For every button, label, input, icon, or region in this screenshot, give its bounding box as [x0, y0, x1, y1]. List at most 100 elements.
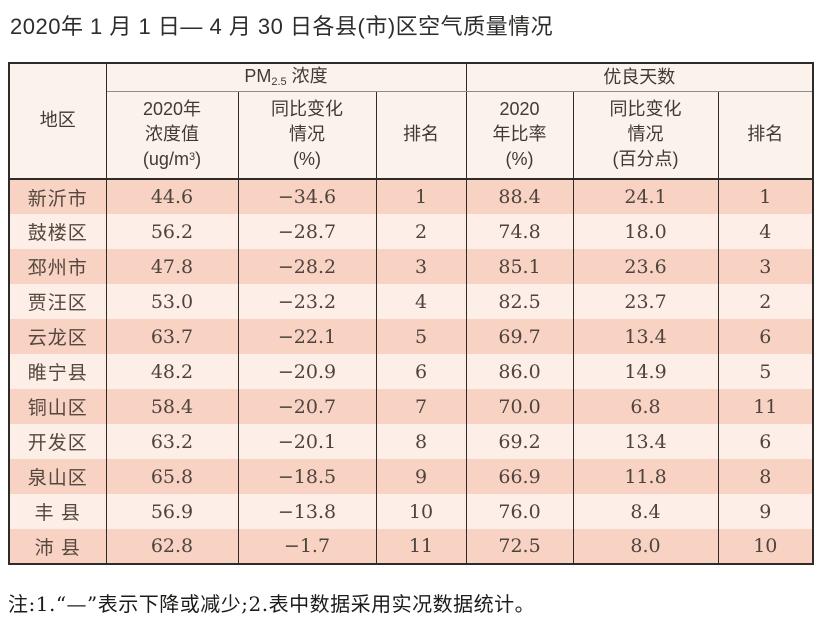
header-pm25-group: PM2.5 浓度 — [105, 63, 467, 92]
days-rank-cell: 2 — [717, 284, 814, 319]
unit-prefix: (ug/m — [142, 149, 189, 170]
header-group-row: 地区 PM2.5 浓度 优良天数 — [8, 63, 814, 179]
table-row: 新沂市 44.6 −34.6 1 88.4 24.1 1 — [8, 179, 814, 214]
region-cell: 丰 县 — [8, 494, 107, 529]
air-quality-table: 地区 PM2.5 浓度 优良天数 2020年 浓度值 (ug/m3) 同比变化 … — [8, 62, 815, 565]
header-region: 地区 — [8, 63, 107, 179]
pm-rank-cell: 11 — [375, 529, 467, 564]
days-rank-cell: 8 — [717, 459, 814, 494]
page-title: 2020年 1 月 1 日— 4 月 30 日各县(市)区空气质量情况 — [10, 14, 554, 39]
pm-concentration-cell: 47.8 — [105, 249, 239, 284]
header-pm-concentration: 2020年 浓度值 (ug/m3) — [105, 91, 239, 179]
days-ratio-cell: 69.7 — [465, 319, 574, 354]
days-ratio-cell: 72.5 — [465, 529, 574, 564]
header-line: (%) — [505, 149, 534, 170]
days-ratio-cell: 85.1 — [465, 249, 574, 284]
table-row: 邳州市 47.8 −28.2 3 85.1 23.6 3 — [8, 249, 814, 284]
days-yoy-cell: 24.1 — [572, 179, 719, 214]
pm-yoy-cell: −20.9 — [237, 354, 377, 389]
pm-concentration-cell: 62.8 — [105, 529, 239, 564]
days-ratio-cell: 74.8 — [465, 214, 574, 249]
days-rank-cell: 9 — [717, 494, 814, 529]
days-ratio-cell: 69.2 — [465, 424, 574, 459]
header-line: (ug/m3) — [107, 147, 238, 172]
unit-superscript: 3 — [188, 151, 196, 164]
region-cell: 泉山区 — [8, 459, 107, 494]
header-good-days-group: 优良天数 — [465, 63, 814, 92]
table-row: 云龙区 63.7 −22.1 5 69.7 13.4 6 — [8, 319, 814, 354]
region-cell: 贾汪区 — [8, 284, 107, 319]
header-line: (百分点) — [612, 149, 679, 170]
days-ratio-cell: 70.0 — [465, 389, 574, 424]
pm-rank-cell: 3 — [375, 249, 467, 284]
pm-rank-cell: 9 — [375, 459, 467, 494]
days-ratio-cell: 88.4 — [465, 179, 574, 214]
days-yoy-cell: 18.0 — [572, 214, 719, 249]
days-rank-cell: 11 — [717, 389, 814, 424]
pm-rank-cell: 1 — [375, 179, 467, 214]
pm-yoy-cell: −18.5 — [237, 459, 377, 494]
table-row: 开发区 63.2 −20.1 8 69.2 13.4 6 — [8, 424, 814, 459]
pm-label-subscript: 2.5 — [271, 76, 287, 89]
header-days-rank: 排名 — [717, 91, 814, 179]
days-rank-cell: 1 — [717, 179, 814, 214]
header-sub-row: 2020年 浓度值 (ug/m3) 同比变化 情况 (%) 排名 2020 年比… — [9, 91, 814, 179]
pm-rank-cell: 10 — [375, 494, 467, 529]
unit-suffix: ) — [195, 149, 202, 170]
pm-concentration-cell: 53.0 — [105, 284, 239, 319]
days-yoy-cell: 6.8 — [572, 389, 719, 424]
pm-concentration-cell: 63.2 — [105, 424, 239, 459]
days-ratio-cell: 66.9 — [465, 459, 574, 494]
table-row: 鼓楼区 56.2 −28.7 2 74.8 18.0 4 — [8, 214, 814, 249]
header-line: (%) — [293, 149, 321, 170]
region-cell: 开发区 — [8, 424, 107, 459]
pm-concentration-cell: 44.6 — [105, 179, 239, 214]
header-line: 同比变化 — [271, 98, 343, 119]
pm-yoy-cell: −34.6 — [237, 179, 377, 214]
pm-yoy-cell: −20.7 — [237, 389, 377, 424]
days-ratio-cell: 76.0 — [465, 494, 574, 529]
pm-yoy-cell: −28.7 — [237, 214, 377, 249]
pm-concentration-cell: 63.7 — [105, 319, 239, 354]
region-cell: 铜山区 — [8, 389, 107, 424]
pm-rank-cell: 6 — [375, 354, 467, 389]
days-rank-cell: 6 — [717, 319, 814, 354]
header-line: 同比变化 — [609, 98, 682, 119]
header-days-yoy-change: 同比变化 情况 (百分点) — [572, 91, 719, 179]
pm-yoy-cell: −28.2 — [237, 249, 377, 284]
region-cell: 邳州市 — [8, 249, 107, 284]
header-days-ratio: 2020 年比率 (%) — [465, 91, 574, 179]
region-cell: 鼓楼区 — [8, 214, 107, 249]
header-line: 浓度值 — [145, 124, 199, 145]
days-yoy-cell: 8.4 — [572, 494, 719, 529]
days-yoy-cell: 11.8 — [572, 459, 719, 494]
days-rank-cell: 5 — [717, 354, 814, 389]
table-body: 新沂市 44.6 −34.6 1 88.4 24.1 1 鼓楼区 56.2 −2… — [8, 179, 814, 564]
header-pm-yoy-change: 同比变化 情况 (%) — [237, 91, 377, 179]
header-line: 2020年 — [142, 98, 202, 119]
region-cell: 睢宁县 — [8, 354, 107, 389]
pm-concentration-cell: 48.2 — [105, 354, 239, 389]
pm-rank-cell: 8 — [375, 424, 467, 459]
table-row: 铜山区 58.4 −20.7 7 70.0 6.8 11 — [8, 389, 814, 424]
table-row: 贾汪区 53.0 −23.2 4 82.5 23.7 2 — [8, 284, 814, 319]
region-cell: 沛 县 — [8, 529, 107, 564]
pm-concentration-cell: 56.9 — [105, 494, 239, 529]
days-rank-cell: 4 — [717, 214, 814, 249]
pm-concentration-cell: 65.8 — [105, 459, 239, 494]
header-line: 2020 — [499, 98, 540, 119]
footnote: 注:1.“—”表示下降或减少;2.表中数据采用实况数据统计。 — [8, 592, 536, 616]
pm-label-suffix: 浓度 — [286, 66, 328, 87]
days-rank-cell: 6 — [717, 424, 814, 459]
days-yoy-cell: 23.7 — [572, 284, 719, 319]
days-yoy-cell: 8.0 — [572, 529, 719, 564]
table-row: 睢宁县 48.2 −20.9 6 86.0 14.9 5 — [8, 354, 814, 389]
days-ratio-cell: 86.0 — [465, 354, 574, 389]
region-cell: 新沂市 — [8, 179, 107, 214]
pm-concentration-cell: 58.4 — [105, 389, 239, 424]
header-line: 情况 — [289, 124, 325, 145]
days-yoy-cell: 13.4 — [572, 424, 719, 459]
pm-yoy-cell: −22.1 — [237, 319, 377, 354]
pm-rank-cell: 2 — [375, 214, 467, 249]
